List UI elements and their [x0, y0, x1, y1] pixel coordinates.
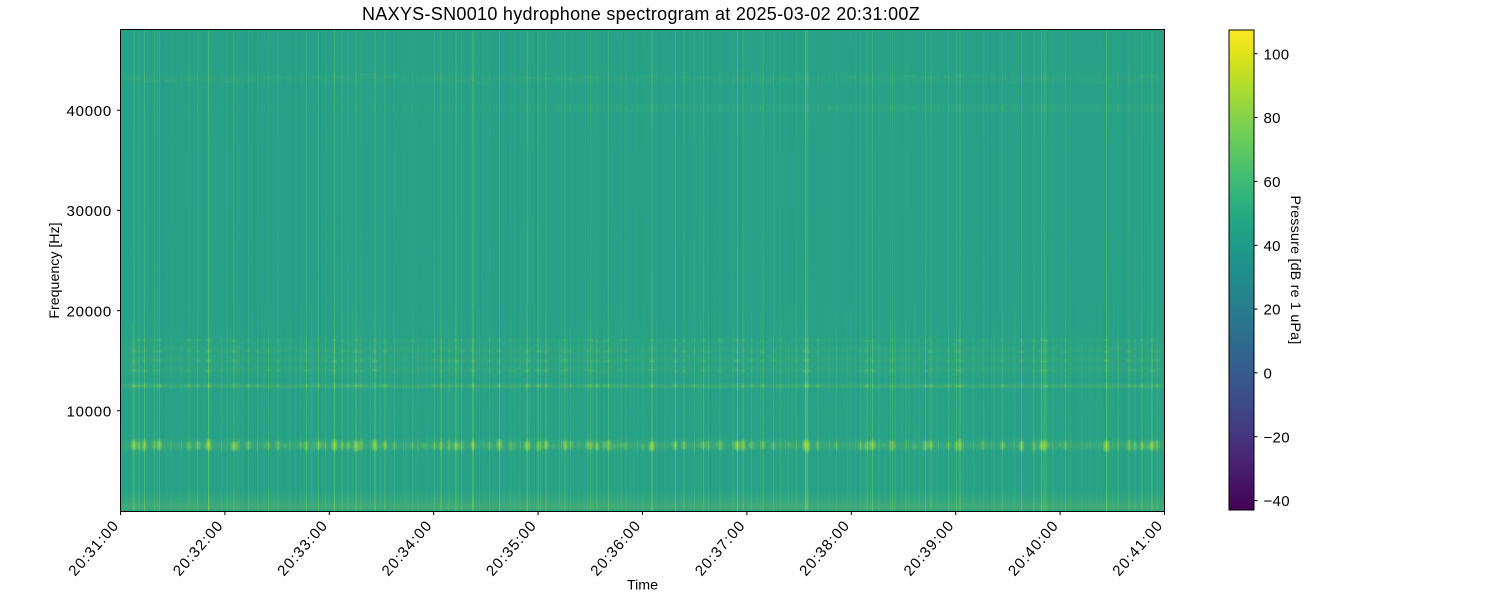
svg-text:Frequency [Hz]: Frequency [Hz]: [47, 222, 63, 318]
svg-text:60: 60: [1264, 174, 1281, 191]
svg-text:10000: 10000: [67, 404, 112, 421]
svg-text:Pressure [dB re 1 uPa]: Pressure [dB re 1 uPa]: [1287, 195, 1303, 344]
svg-text:20000: 20000: [67, 303, 112, 320]
svg-text:40000: 40000: [67, 103, 112, 120]
svg-text:Time: Time: [627, 578, 658, 594]
svg-text:0: 0: [1264, 366, 1273, 383]
svg-text:NAXYS-SN0010 hydrophone spectr: NAXYS-SN0010 hydrophone spectrogram at 2…: [362, 4, 920, 24]
svg-text:100: 100: [1264, 46, 1290, 63]
svg-text:−20: −20: [1264, 429, 1290, 446]
svg-text:80: 80: [1264, 110, 1281, 127]
svg-text:30000: 30000: [67, 203, 112, 220]
svg-text:40: 40: [1264, 238, 1281, 255]
svg-text:−40: −40: [1264, 493, 1290, 510]
svg-text:20: 20: [1264, 302, 1281, 319]
